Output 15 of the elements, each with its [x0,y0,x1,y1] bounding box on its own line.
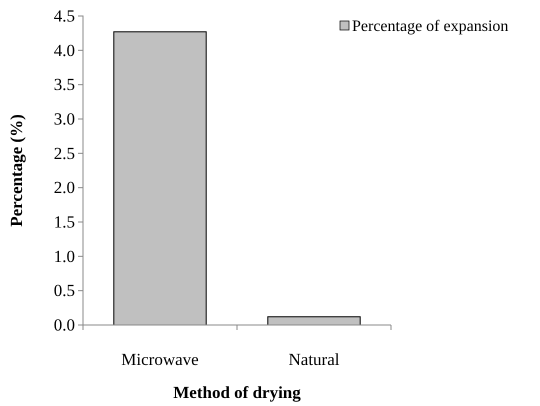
legend-label: Percentage of expansion [352,18,508,35]
y-tick-label: 4.0 [54,40,75,60]
x-tick-label: Natural [288,350,340,369]
y-tick-label: 3.5 [54,75,75,94]
y-tick-label: 0.5 [54,281,75,300]
y-tick-label: 2.0 [54,178,75,198]
y-axis-title: Percentage (%) [7,114,26,227]
x-axis-title: Method of drying [173,383,302,402]
y-tick-label: 1.5 [54,212,75,232]
y-tick-label: 4.5 [54,6,75,26]
y-tick-label: 3.0 [54,109,75,128]
y-tick-label: 0.0 [54,315,75,334]
y-tick-label: 1.0 [54,246,75,266]
y-tick-label: 2.5 [54,144,75,163]
x-tick-label: Microwave [121,350,199,369]
